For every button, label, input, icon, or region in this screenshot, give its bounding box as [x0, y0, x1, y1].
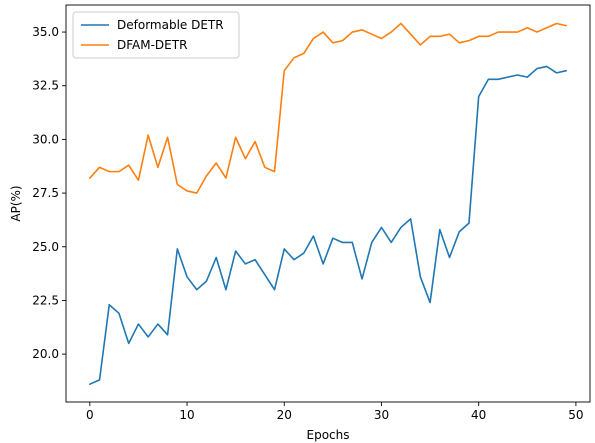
legend: Deformable DETR DFAM-DETR: [72, 11, 240, 59]
x-tick-label: 0: [86, 408, 94, 422]
x-tick-label: 40: [471, 408, 486, 422]
x-tick-label: 20: [277, 408, 292, 422]
y-tick-label: 27.5: [32, 186, 59, 200]
y-tick-label: 25.0: [32, 240, 59, 254]
plot-lines: [89, 22, 567, 385]
series-line-1: [89, 65, 567, 385]
x-axis-title: Epochs: [307, 428, 350, 442]
series-line-2: [89, 22, 567, 194]
x-tick-label: 30: [374, 408, 389, 422]
y-axis-title: AP(%): [9, 185, 23, 221]
x-axis: 0 10 20 30 40 50: [86, 402, 584, 422]
legend-box: [72, 11, 240, 59]
y-tick-label: 35.0: [32, 25, 59, 39]
y-axis: 20.0 22.5 25.0 27.5 30.0 32.5 35.0: [32, 25, 66, 361]
y-tick-label: 32.5: [32, 79, 59, 93]
x-tick-label: 10: [179, 408, 194, 422]
y-tick-label: 20.0: [32, 347, 59, 361]
y-tick-label: 22.5: [32, 293, 59, 307]
legend-label: Deformable DETR: [117, 18, 224, 32]
x-tick-label: 50: [568, 408, 583, 422]
y-tick-label: 30.0: [32, 132, 59, 146]
legend-label: DFAM-DETR: [117, 38, 187, 52]
plot-frame: [65, 4, 591, 403]
